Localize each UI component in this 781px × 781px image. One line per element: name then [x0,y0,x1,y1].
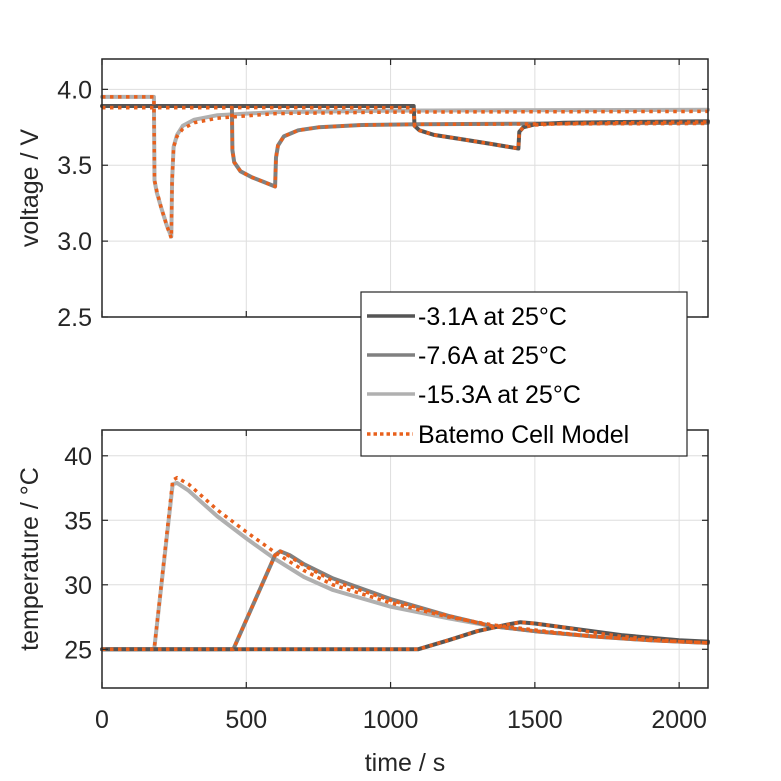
temperature-ytick-label: 35 [64,507,92,535]
voltage-series-model-line [102,105,709,189]
temperature-series-model-line [102,475,709,652]
legend-entry: -3.1A at 25°C [367,303,567,331]
temperature-plot-area [102,430,708,688]
temperature-xtick-label: 500 [225,706,267,734]
legend-box [360,291,688,457]
legend: -3.1A at 25°C -7.6A at 25°C -15.3A at 25… [360,291,688,457]
temperature-series-model-line [102,620,709,652]
voltage-ytick-label: 2.5 [57,304,92,332]
voltage-ytick-label: 3.5 [57,152,92,180]
legend-label: Batemo Cell Model [418,421,629,449]
legend-entry: -15.3A at 25°C [367,381,581,409]
voltage-plot-area [102,59,708,317]
time-xlabel: time / s [365,749,446,777]
voltage-ytick-label: 3.0 [57,228,92,256]
temperature-ylabel: temperature / °C [16,467,44,651]
temperature-series [100,475,710,652]
voltage-series-model-line [102,105,709,151]
voltage-ytick-label: 4.0 [57,76,92,104]
voltage-ticks: 2.5 3.0 3.5 4.0 [57,59,708,332]
voltage-series-measured-line [100,94,710,239]
legend-label: -15.3A at 25°C [418,381,581,409]
temperature-panel: 25 30 35 40 0 500 1000 1500 2000 temperature / °… [16,429,710,777]
temperature-xtick-label: 1500 [507,706,563,734]
temperature-ticks: 25 30 35 40 0 500 1000 1500 2000 [64,430,708,734]
temperature-xtick-label: 0 [95,706,109,734]
voltage-grid [102,59,708,317]
temperature-xtick-label: 1000 [363,706,419,734]
temperature-ytick-label: 40 [64,443,92,471]
voltage-panel: 2.5 3.0 3.5 4.0 voltage / V [16,58,710,332]
temperature-ytick-label: 30 [64,572,92,600]
legend-entry: Batemo Cell Model [367,421,629,449]
temperature-xtick-label: 2000 [651,706,707,734]
temperature-series-model-line [102,549,709,652]
legend-label: -3.1A at 25°C [418,303,567,331]
legend-entry: -7.6A at 25°C [367,342,567,370]
voltage-ylabel: voltage / V [16,129,44,247]
legend-label: -7.6A at 25°C [418,342,567,370]
voltage-series [100,94,710,240]
temperature-ytick-label: 25 [64,636,92,664]
